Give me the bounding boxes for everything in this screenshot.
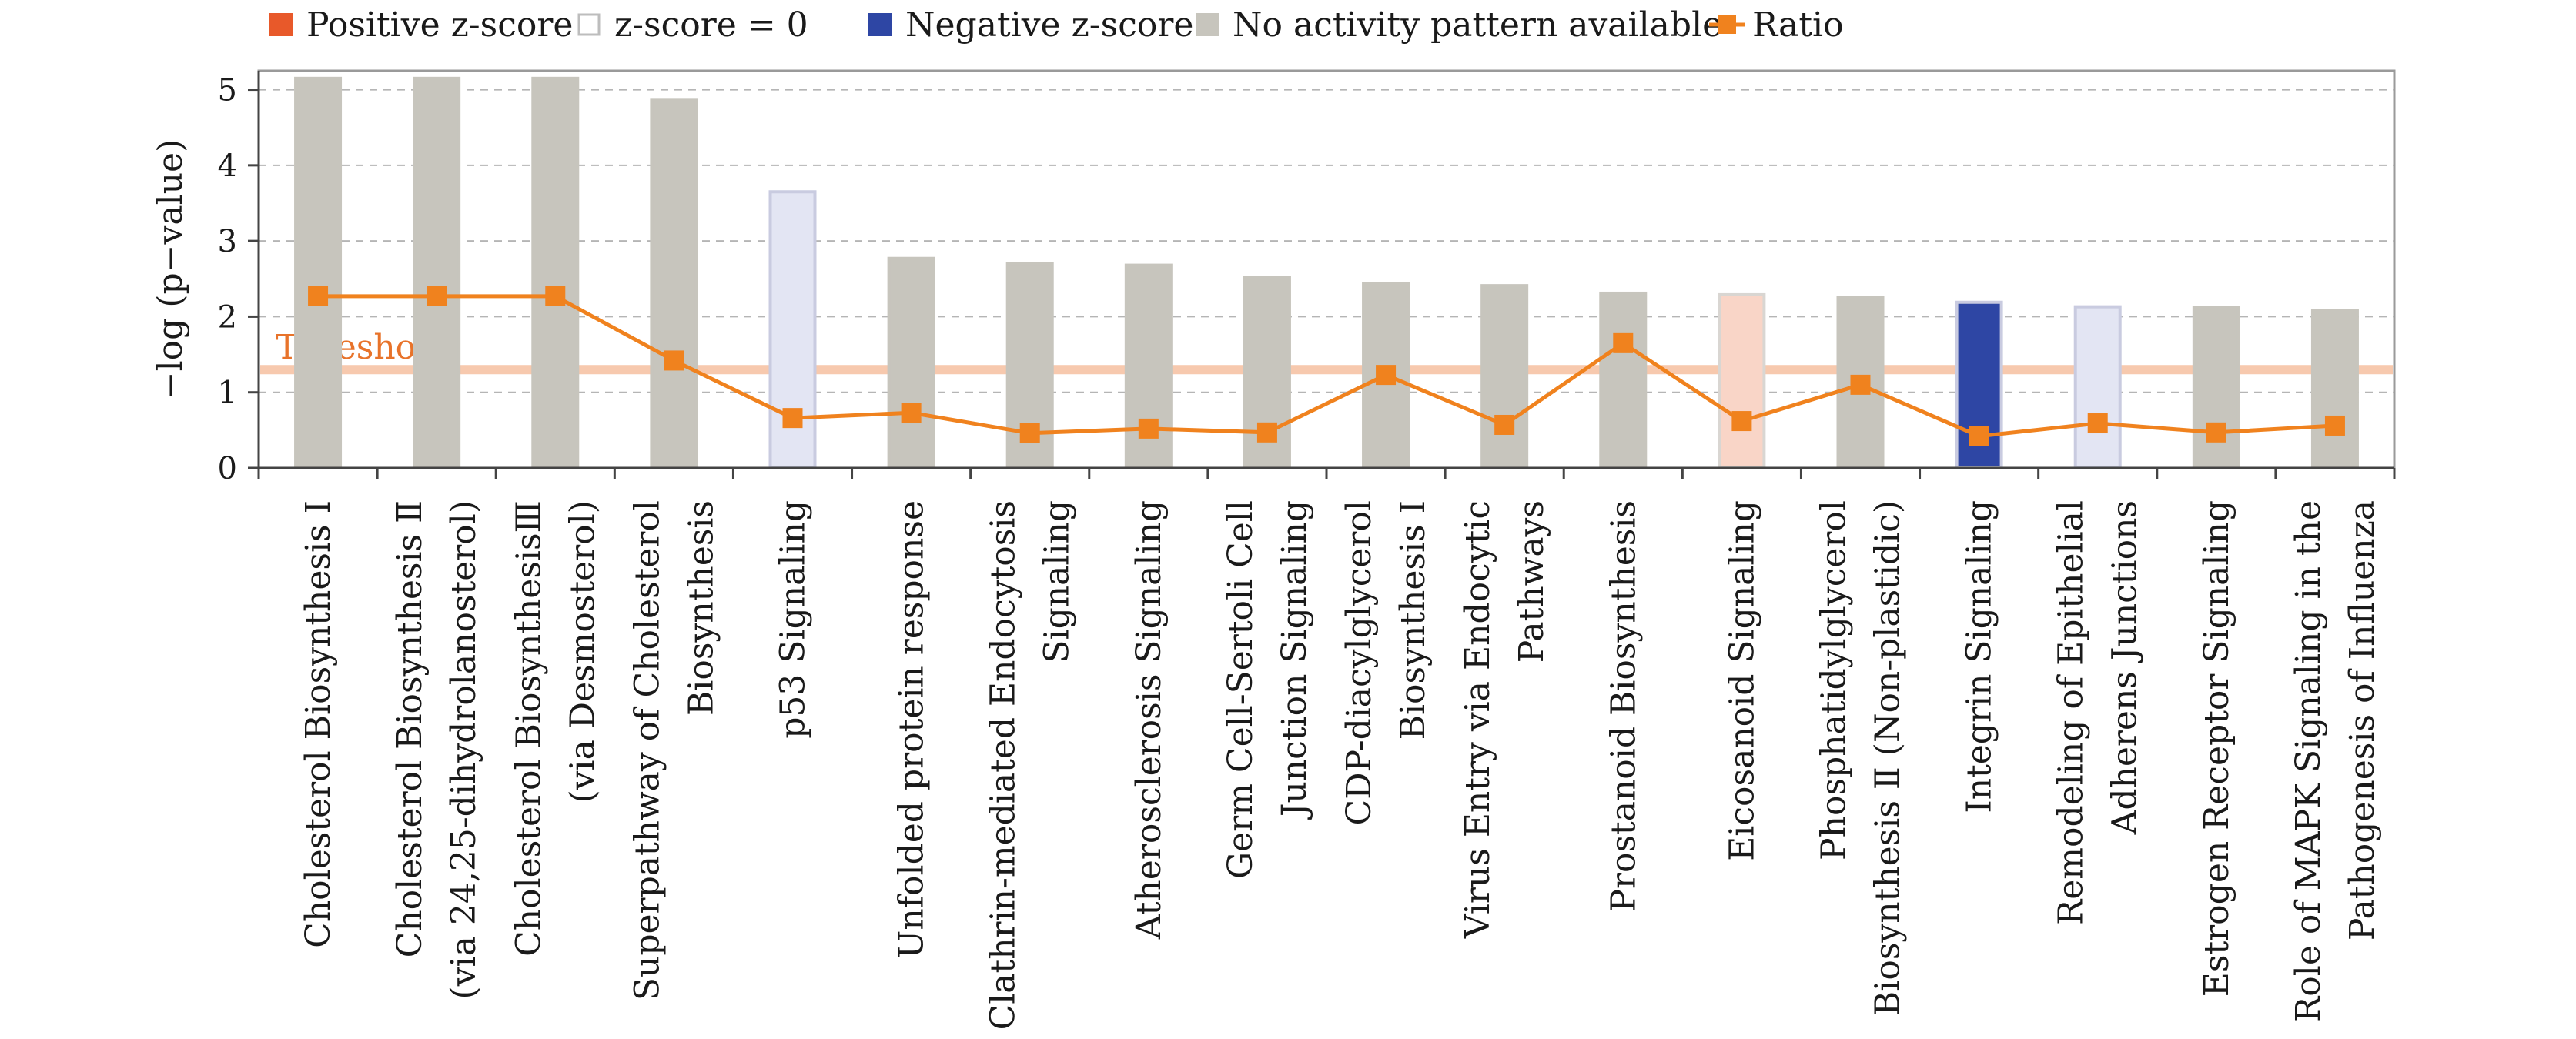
x-label-14-line-0: Integrin Signaling — [1960, 500, 1999, 813]
ratio-marker-0 — [308, 286, 329, 306]
ratio-marker-13 — [1850, 374, 1871, 395]
ratio-marker-16 — [2206, 422, 2226, 443]
legend-swatch-zero — [577, 13, 601, 36]
bar-10 — [1480, 284, 1529, 470]
legend-swatch-positive — [269, 13, 293, 36]
ratio-marker-6 — [1019, 423, 1040, 443]
ratio-marker-7 — [1138, 418, 1159, 439]
threshold-line — [260, 365, 2393, 375]
x-label-13-line-1: Biosynthesis Ⅱ (Non-plastidic) — [1868, 500, 1908, 1016]
ratio-marker-10 — [1494, 414, 1515, 435]
ratio-marker-2 — [545, 286, 566, 306]
bar-15 — [2073, 305, 2122, 469]
x-label-16-line-0: Estrogen Receptor Signaling — [2197, 500, 2236, 997]
legend-swatch-ratio — [1718, 15, 1736, 34]
x-label-15-line-1: Adherens Junctions — [2106, 500, 2145, 835]
x-label-11-line-0: Prostanoid Biosynthesis — [1604, 500, 1643, 912]
x-label-4-line-0: p53 Signaling — [774, 500, 813, 739]
x-label-0-line-0: Cholesterol Biosynthesis Ⅰ — [299, 500, 338, 948]
ratio-marker-5 — [901, 403, 922, 423]
bar-1 — [413, 76, 461, 469]
ratio-marker-15 — [2087, 413, 2108, 434]
ratio-marker-1 — [427, 286, 447, 306]
x-label-8-line-1: Junction Signaling — [1275, 500, 1314, 820]
legend-swatch-negative — [868, 13, 892, 36]
bar-16 — [2192, 306, 2240, 469]
x-label-9-line-0: CDP-diacylglycerol — [1340, 500, 1379, 825]
y-tick-label-1: 1 — [218, 376, 237, 411]
y-tick-label-3: 3 — [218, 224, 237, 259]
x-label-17-line-1: Pathogenesis of Influenza — [2343, 500, 2382, 940]
legend-label-positive: Positive z-score — [306, 5, 573, 45]
x-label-10-line-0: Virus Entry via Endocytic — [1458, 500, 1497, 939]
bar-3 — [650, 98, 698, 469]
x-label-6-line-1: Signaling — [1038, 500, 1077, 663]
x-label-1-line-1: (via 24,25-dihydrolanosterol) — [444, 500, 483, 999]
x-label-2-line-0: Cholesterol BiosynthesisⅢ — [509, 500, 548, 957]
bar-2 — [531, 76, 580, 469]
bar-11 — [1599, 291, 1648, 469]
bar-17 — [2310, 309, 2359, 469]
ratio-marker-9 — [1376, 365, 1397, 386]
x-label-2-line-1: (via Desmosterol) — [563, 500, 602, 803]
x-label-5-line-0: Unfolded protein response — [892, 500, 932, 959]
legend-label-ratio: Ratio — [1752, 5, 1844, 45]
x-label-8-line-0: Germ Cell-Sertoli Cell — [1221, 500, 1260, 879]
legend-label-negative: Negative z-score — [905, 5, 1193, 45]
y-tick-label-0: 0 — [218, 451, 237, 486]
y-tick-label-5: 5 — [218, 73, 237, 109]
ratio-marker-14 — [1969, 426, 1989, 446]
x-label-3-line-1: Biosynthesis — [681, 500, 721, 716]
legend-swatch-none — [1196, 13, 1219, 36]
x-label-13-line-0: Phosphatidylglycerol — [1815, 500, 1854, 860]
ratio-marker-12 — [1731, 411, 1752, 432]
x-label-1-line-0: Cholesterol Biosynthesis Ⅱ — [390, 500, 430, 957]
y-tick-label-2: 2 — [218, 299, 237, 335]
legend-label-zero: z-score = 0 — [614, 5, 808, 45]
x-label-17-line-0: Role of MAPK Signaling in the — [2289, 500, 2328, 1022]
ratio-line — [318, 294, 2336, 439]
x-label-6-line-0: Clathrin-mediated Endocytosis — [984, 500, 1023, 1030]
ratio-marker-4 — [782, 408, 803, 429]
x-label-9-line-1: Biosynthesis Ⅰ — [1393, 500, 1433, 740]
ratio-marker-11 — [1613, 332, 1634, 353]
bar-5 — [887, 256, 935, 469]
x-label-7-line-0: Atherosclerosis Signaling — [1129, 500, 1169, 940]
legend-label-none: No activity pattern available — [1233, 5, 1722, 45]
x-label-15-line-0: Remodeling of Epithelial — [2052, 500, 2091, 925]
x-label-10-line-1: Pathways — [1512, 500, 1551, 663]
ratio-marker-17 — [2324, 415, 2345, 436]
bar-12 — [1718, 292, 1766, 469]
x-label-12-line-0: Eicosanoid Signaling — [1722, 500, 1761, 861]
y-tick-label-4: 4 — [218, 149, 237, 184]
bar-0 — [294, 76, 343, 469]
ratio-marker-3 — [664, 350, 684, 371]
y-axis-title: −log (p−value) — [151, 139, 190, 400]
x-label-3-line-0: Superpathway of Cholesterol — [627, 500, 667, 1001]
ratio-marker-8 — [1256, 422, 1277, 443]
